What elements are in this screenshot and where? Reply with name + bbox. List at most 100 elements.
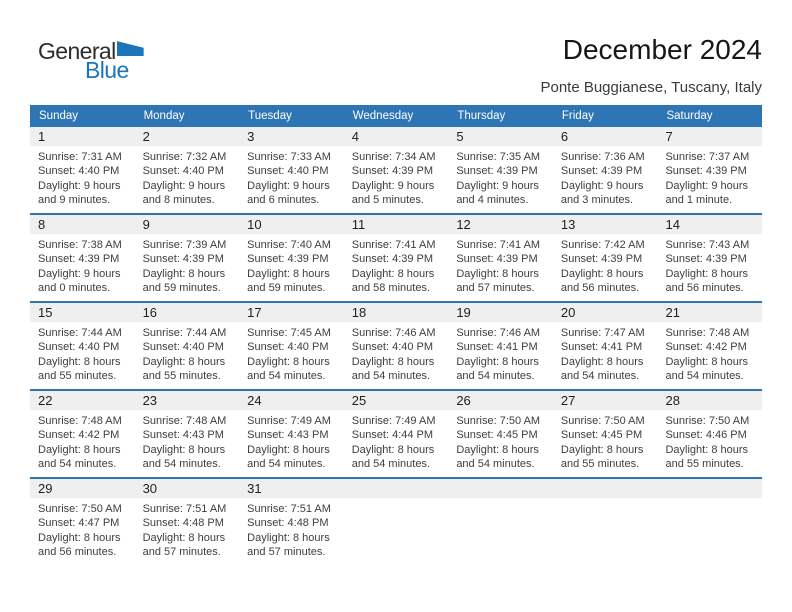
sunrise-text: Sunrise: 7:50 AM (560, 415, 645, 427)
day-cell: Sunrise: 7:45 AM Sunset: 4:40 PM Daylight:… (239, 322, 344, 389)
sunrise-text: Sunrise: 7:50 AM (456, 415, 541, 427)
sunrise-text: Sunrise: 7:34 AM (351, 151, 436, 163)
daylight-text: Daylight: 9 hours (560, 179, 644, 192)
sunset-text: Sunset: 4:40 PM (38, 165, 120, 178)
sunrise-text: Sunrise: 7:40 AM (247, 239, 331, 251)
sunrise-text: Sunrise: 7:43 AM (665, 239, 750, 251)
daylight-text: Daylight: 8 hours (142, 355, 226, 368)
day-number: 11 (351, 217, 366, 232)
day-cell: Sunrise: 7:50 AM Sunset: 4:46 PM Daylight:… (657, 410, 762, 477)
daylight-text: and 8 minutes. (142, 194, 215, 207)
weekday-header: Thursday (457, 110, 506, 122)
weekday-header: Monday (143, 110, 185, 122)
daylight-text: and 54 minutes. (456, 370, 535, 383)
day-cell: Sunrise: 7:37 AM Sunset: 4:39 PM Daylight:… (657, 146, 762, 213)
day-cell: Sunrise: 7:47 AM Sunset: 4:41 PM Daylight:… (553, 322, 658, 389)
sunset-text: Sunset: 4:39 PM (351, 253, 434, 266)
sunset-text: Sunset: 4:42 PM (665, 341, 747, 354)
daylight-text: Daylight: 8 hours (351, 443, 435, 456)
daylight-text: Daylight: 8 hours (456, 443, 539, 456)
sunset-text: Sunset: 4:43 PM (247, 429, 329, 442)
daylight-text: Daylight: 8 hours (456, 267, 539, 280)
general-blue-logo: General Blue (38, 40, 158, 82)
week-row: 1 2 3 4 5 6 7 Sunrise: 7:31 AM Sunset: 4:40 PM Da… (30, 127, 762, 213)
daylight-text: Daylight: 8 hours (560, 267, 644, 280)
sunset-text: Sunset: 4:44 PM (351, 429, 434, 442)
daylight-text: Daylight: 9 hours (142, 179, 226, 192)
sunrise-text: Sunrise: 7:48 AM (142, 415, 227, 427)
day-number: 25 (351, 393, 367, 408)
sunrise-text: Sunrise: 7:42 AM (560, 239, 645, 251)
day-number: 12 (456, 217, 471, 232)
sunset-text: Sunset: 4:39 PM (560, 253, 643, 266)
day-cell: Sunrise: 7:39 AM Sunset: 4:39 PM Daylight:… (135, 234, 240, 301)
sunrise-text: Sunrise: 7:31 AM (38, 151, 122, 163)
day-number: 22 (38, 393, 53, 408)
sunrise-text: Sunrise: 7:48 AM (665, 327, 750, 339)
day-number-band: 15 16 17 18 19 20 21 (30, 303, 762, 322)
day-number: 3 (247, 129, 255, 144)
day-number: 19 (456, 305, 471, 320)
day-number: 15 (38, 305, 53, 320)
daylight-text: and 5 minutes. (351, 194, 424, 207)
day-cell: Sunrise: 7:32 AM Sunset: 4:40 PM Daylight:… (135, 146, 240, 213)
weekday-header: Tuesday (248, 110, 292, 122)
daylight-text: and 56 minutes. (665, 282, 744, 295)
sunset-text: Sunset: 4:45 PM (456, 429, 538, 442)
daylight-text: Daylight: 8 hours (351, 355, 435, 368)
daylight-text: Daylight: 9 hours (665, 179, 749, 192)
weekday-header: Wednesday (352, 110, 414, 122)
week-details-row: Sunrise: 7:38 AM Sunset: 4:39 PM Daylight:… (30, 234, 762, 301)
daylight-text: and 56 minutes. (560, 282, 640, 295)
day-cell: Sunrise: 7:35 AM Sunset: 4:39 PM Daylight:… (448, 146, 553, 213)
weekday-header: Saturday (666, 110, 713, 122)
sunrise-text: Sunrise: 7:46 AM (351, 327, 436, 339)
day-cell: Sunrise: 7:41 AM Sunset: 4:39 PM Daylight:… (344, 234, 449, 301)
day-cell: Sunrise: 7:50 AM Sunset: 4:45 PM Daylight:… (448, 410, 553, 477)
sunset-text: Sunset: 4:39 PM (456, 253, 538, 266)
sunset-text: Sunset: 4:45 PM (560, 429, 643, 442)
sunset-text: Sunset: 4:39 PM (560, 165, 643, 178)
daylight-text: and 54 minutes. (247, 370, 326, 383)
logo-text-blue: Blue (85, 57, 129, 83)
empty-day-number (344, 479, 449, 498)
day-cell: Sunrise: 7:40 AM Sunset: 4:39 PM Daylight:… (239, 234, 344, 301)
day-cell: Sunrise: 7:41 AM Sunset: 4:39 PM Daylight:… (448, 234, 553, 301)
day-number: 14 (665, 217, 680, 232)
day-number: 31 (247, 481, 262, 496)
day-cell: Sunrise: 7:46 AM Sunset: 4:40 PM Daylight:… (344, 322, 449, 389)
sunset-text: Sunset: 4:40 PM (247, 341, 329, 354)
daylight-text: and 54 minutes. (665, 370, 744, 383)
daylight-text: and 54 minutes. (351, 458, 431, 471)
daylight-text: and 54 minutes. (247, 458, 326, 471)
day-number-band: 8 9 10 11 12 13 14 (30, 215, 762, 234)
day-number: 27 (560, 393, 576, 408)
sunset-text: Sunset: 4:46 PM (665, 429, 747, 442)
day-number: 2 (142, 129, 150, 144)
sunset-text: Sunset: 4:40 PM (142, 165, 224, 178)
sunset-text: Sunset: 4:41 PM (456, 341, 538, 354)
daylight-text: Daylight: 8 hours (247, 267, 330, 280)
daylight-text: and 55 minutes. (38, 370, 117, 383)
daylight-text: Daylight: 8 hours (247, 443, 330, 456)
sunset-text: Sunset: 4:42 PM (38, 429, 120, 442)
day-number: 26 (456, 393, 471, 408)
day-cell: Sunrise: 7:49 AM Sunset: 4:43 PM Daylight:… (239, 410, 344, 477)
daylight-text: Daylight: 8 hours (456, 355, 539, 368)
daylight-text: Daylight: 8 hours (38, 531, 121, 544)
sunset-text: Sunset: 4:39 PM (456, 165, 538, 178)
empty-day-number (448, 479, 553, 498)
sunset-text: Sunset: 4:43 PM (142, 429, 224, 442)
day-number-band: 1 2 3 4 5 6 7 (30, 127, 762, 146)
weekday-header: Friday (561, 110, 594, 122)
day-number: 24 (247, 393, 262, 408)
daylight-text: Daylight: 8 hours (560, 355, 644, 368)
day-number: 10 (247, 217, 262, 232)
daylight-text: and 57 minutes. (247, 546, 326, 559)
sunrise-text: Sunrise: 7:49 AM (351, 415, 436, 427)
sunrise-text: Sunrise: 7:47 AM (560, 327, 645, 339)
empty-day-number (657, 479, 762, 498)
sunset-text: Sunset: 4:40 PM (247, 165, 329, 178)
daylight-text: and 59 minutes. (142, 282, 221, 295)
